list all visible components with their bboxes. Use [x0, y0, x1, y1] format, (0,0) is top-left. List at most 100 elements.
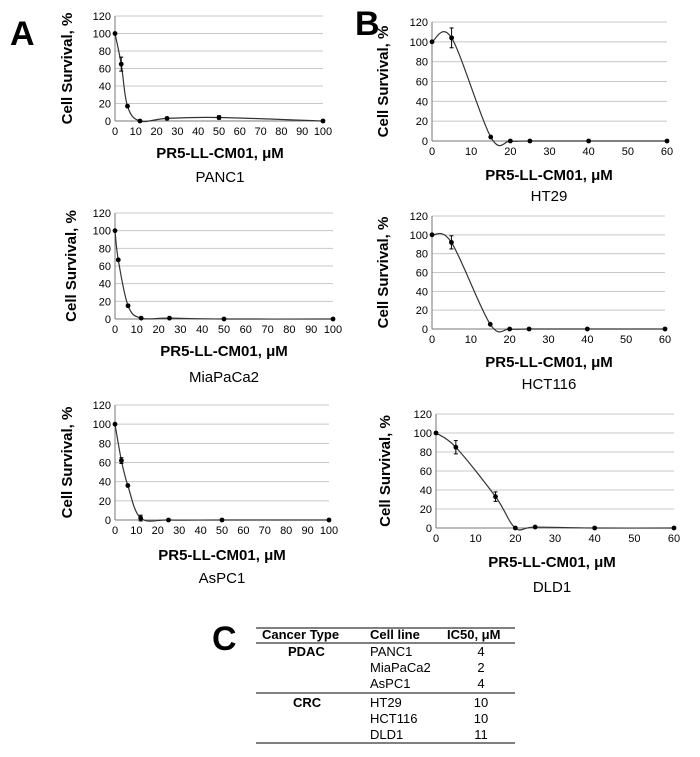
cell-line-label: AsPC1 — [199, 570, 246, 587]
x-tick-label: 20 — [152, 324, 164, 336]
table-cell-ic50: 10 — [474, 695, 488, 710]
data-point — [219, 517, 225, 523]
x-tick-label: 0 — [112, 324, 118, 336]
x-tick-label: 60 — [240, 324, 252, 336]
y-tick-label: 0 — [426, 523, 432, 535]
y-axis-label: Cell Survival, % — [59, 13, 76, 125]
data-point — [429, 39, 435, 45]
x-tick-label: 0 — [429, 334, 435, 346]
y-tick-label: 60 — [99, 64, 111, 76]
x-tick-label: 40 — [589, 533, 601, 545]
table-cell-line: HT29 — [370, 695, 402, 710]
y-tick-label: 100 — [93, 419, 111, 431]
x-tick-label: 50 — [628, 533, 640, 545]
table-cell-line: HCT116 — [370, 711, 417, 726]
y-tick-label: 40 — [99, 279, 111, 291]
x-tick-label: 40 — [196, 324, 208, 336]
y-tick-label: 60 — [99, 458, 111, 470]
x-tick-label: 20 — [150, 126, 162, 138]
x-tick-label: 40 — [192, 126, 204, 138]
x-tick-label: 0 — [429, 146, 435, 158]
x-tick-label: 50 — [218, 324, 230, 336]
x-tick-label: 80 — [280, 525, 292, 537]
y-axis-label: Cell Survival, % — [59, 407, 76, 519]
panel-label-c: C — [212, 620, 237, 658]
x-tick-label: 10 — [465, 146, 477, 158]
data-point — [119, 458, 124, 463]
table-header-cell-line: Cell line — [370, 627, 420, 642]
y-tick-label: 100 — [410, 230, 428, 242]
chart-ht29: 0 20 40 60 80 100 120 0 10 20 30 40 50 60 PR5-LL-CM01,… — [375, 17, 673, 205]
y-tick-label: 100 — [410, 37, 428, 49]
table-group-pdac: PDAC — [288, 644, 325, 659]
y-tick-label: 120 — [414, 409, 432, 421]
cell-line-label: HT29 — [531, 188, 568, 205]
data-point — [138, 315, 144, 321]
y-tick-label: 0 — [105, 116, 111, 128]
table-group-crc: CRC — [293, 695, 322, 710]
y-tick-label: 120 — [410, 17, 428, 29]
y-tick-label: 120 — [410, 211, 428, 223]
x-axis-label: PR5-LL-CM01, μM — [485, 167, 613, 184]
y-tick-label: 100 — [93, 29, 111, 41]
x-tick-label: 30 — [174, 324, 186, 336]
data-point — [493, 494, 498, 500]
data-point — [137, 118, 143, 124]
data-point — [664, 138, 670, 144]
y-tick-label: 60 — [416, 77, 428, 89]
cell-line-label: HCT116 — [522, 376, 577, 393]
x-tick-label: 80 — [283, 324, 295, 336]
x-tick-label: 10 — [130, 126, 142, 138]
x-tick-label: 10 — [131, 324, 143, 336]
series-line — [114, 33, 324, 123]
y-tick-label: 20 — [420, 504, 432, 516]
table-cell-ic50: 11 — [474, 727, 488, 742]
data-point — [527, 138, 533, 144]
y-tick-label: 60 — [99, 261, 111, 273]
y-tick-label: 80 — [416, 57, 428, 69]
x-tick-label: 0 — [433, 533, 439, 545]
y-tick-label: 120 — [93, 11, 111, 23]
series-line — [431, 31, 667, 147]
data-point — [449, 35, 454, 41]
data-point — [507, 138, 513, 144]
y-tick-label: 80 — [99, 46, 111, 58]
y-tick-label: 80 — [420, 447, 432, 459]
y-axis-label: Cell Survival, % — [375, 217, 392, 329]
y-tick-label: 120 — [93, 208, 111, 220]
x-tick-label: 90 — [305, 324, 317, 336]
x-tick-label: 20 — [504, 146, 516, 158]
y-axis-label: Cell Survival, % — [377, 415, 394, 527]
x-tick-label: 60 — [661, 146, 673, 158]
x-axis-label: PR5-LL-CM01, μM — [156, 145, 284, 162]
y-tick-label: 0 — [422, 136, 428, 148]
x-tick-label: 100 — [320, 525, 338, 537]
x-tick-label: 70 — [254, 126, 266, 138]
data-point — [433, 430, 439, 436]
data-point — [326, 517, 332, 523]
y-tick-label: 80 — [99, 438, 111, 450]
x-tick-label: 20 — [152, 525, 164, 537]
x-tick-label: 30 — [549, 533, 561, 545]
y-tick-label: 40 — [416, 96, 428, 108]
x-tick-label: 40 — [581, 334, 593, 346]
y-axis-label: Cell Survival, % — [63, 210, 80, 322]
x-tick-label: 90 — [296, 126, 308, 138]
cell-line-label: PANC1 — [196, 169, 245, 186]
x-tick-label: 90 — [301, 525, 313, 537]
data-point — [112, 31, 118, 36]
series-line — [114, 424, 329, 522]
x-tick-label: 10 — [470, 533, 482, 545]
data-point — [586, 138, 592, 144]
panel-label-a: A — [10, 15, 35, 53]
table-cell-ic50: 4 — [477, 644, 484, 659]
x-tick-label: 80 — [275, 126, 287, 138]
x-tick-label: 50 — [622, 146, 634, 158]
data-point — [512, 525, 518, 531]
data-point — [115, 257, 121, 263]
x-tick-label: 20 — [509, 533, 521, 545]
data-point — [125, 103, 130, 109]
data-point — [449, 239, 454, 245]
